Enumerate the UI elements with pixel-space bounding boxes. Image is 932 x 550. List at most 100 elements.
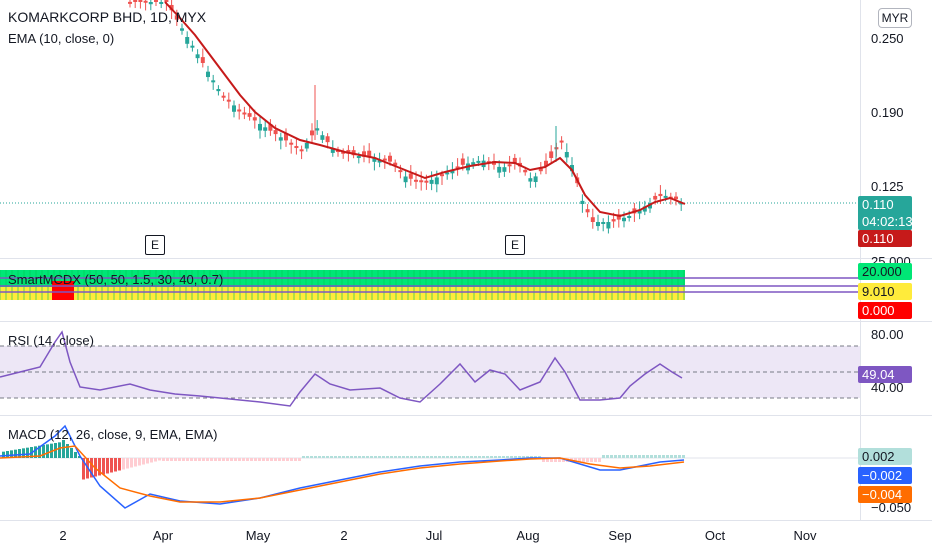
- price-candle: [216, 89, 221, 92]
- macd-histogram-bar: [482, 456, 485, 458]
- price-candle: [523, 169, 528, 173]
- macd-line-badge: −0.002: [858, 467, 912, 484]
- price-candle: [237, 109, 242, 112]
- price-tick: 0.190: [871, 105, 904, 120]
- macd-histogram-bar: [202, 458, 205, 461]
- time-label: 2: [340, 528, 348, 543]
- price-candle: [471, 162, 476, 165]
- macd-histogram-bar: [102, 458, 105, 475]
- macd-histogram-bar: [246, 458, 249, 461]
- price-candle: [356, 156, 361, 159]
- ema-legend: EMA (10, close, 0): [8, 31, 115, 46]
- macd-histogram-bar: [578, 458, 581, 462]
- price-candle: [211, 80, 216, 83]
- macd-histogram-bar: [258, 458, 261, 461]
- macd-histogram-bar: [70, 448, 73, 458]
- macd-histogram-bar: [254, 458, 257, 461]
- macd-histogram-bar: [266, 458, 269, 461]
- pane-separator[interactable]: [0, 321, 932, 322]
- price-pane[interactable]: [0, 0, 860, 258]
- macd-histogram-bar: [122, 458, 125, 470]
- macd-histogram-bar: [502, 456, 505, 458]
- time-label: Aug: [516, 528, 540, 543]
- rsi-pane[interactable]: [0, 322, 860, 415]
- macd-histogram-bar: [158, 458, 161, 461]
- macd-histogram-bar: [614, 455, 617, 458]
- macd-histogram-bar: [590, 458, 593, 462]
- pane-separator[interactable]: [0, 415, 932, 416]
- smartmcdx-value: 0.000: [858, 302, 912, 319]
- time-label: Jul: [425, 528, 443, 543]
- macd-histogram-bar: [474, 456, 477, 458]
- price-axis[interactable]: [860, 0, 932, 258]
- macd-histogram-bar: [506, 456, 509, 458]
- price-candle: [611, 219, 616, 222]
- macd-histogram-bar: [110, 458, 113, 473]
- macd-histogram-bar: [42, 445, 45, 458]
- price-candle: [544, 160, 548, 166]
- rsi-legend: RSI (14, close): [8, 333, 94, 348]
- macd-histogram-bar: [130, 458, 133, 468]
- macd-histogram-bar: [74, 452, 77, 458]
- macd-histogram-bar: [610, 455, 613, 458]
- macd-histogram-bar: [26, 447, 29, 458]
- macd-histogram-bar: [142, 458, 145, 465]
- macd-histogram-bar: [630, 455, 633, 458]
- price-candle: [512, 157, 517, 164]
- macd-histogram-bar: [358, 456, 361, 458]
- macd-histogram-bar: [518, 456, 521, 458]
- macd-histogram-bar: [78, 456, 81, 458]
- macd-histogram-bar: [550, 458, 553, 462]
- price-candle: [299, 149, 304, 152]
- price-candle: [674, 196, 678, 200]
- macd-histogram-bar: [238, 458, 241, 461]
- price-candle: [242, 112, 247, 115]
- price-candle: [315, 128, 320, 131]
- macd-histogram-bar: [522, 456, 525, 458]
- price-candle: [658, 193, 663, 197]
- smartmcdx-pane[interactable]: [0, 259, 860, 321]
- macd-histogram-bar: [98, 458, 101, 476]
- macd-histogram-bar: [402, 456, 405, 458]
- price-candle: [502, 167, 507, 172]
- macd-histogram-bar: [242, 458, 245, 461]
- macd-histogram-bar: [622, 455, 625, 458]
- price-candle: [408, 173, 413, 179]
- price-candle: [606, 222, 611, 229]
- price-candle: [310, 130, 314, 136]
- macd-histogram-bar: [306, 456, 309, 458]
- price-candle: [393, 162, 398, 166]
- price-candle: [460, 158, 465, 165]
- currency-button[interactable]: MYR: [878, 8, 912, 28]
- pane-separator[interactable]: [0, 258, 932, 259]
- price-candle: [180, 28, 184, 31]
- macd-pane[interactable]: [0, 416, 860, 520]
- countdown-value: 04:02:13: [862, 214, 913, 229]
- smartmcdx-tick: 25.000: [871, 254, 911, 264]
- price-candle: [195, 54, 200, 59]
- time-label: Sep: [608, 528, 632, 543]
- price-candle: [434, 177, 439, 185]
- price-candle: [133, 0, 138, 2]
- macd-histogram-bar: [558, 458, 561, 462]
- macd-histogram-bar: [22, 448, 25, 458]
- price-candle: [476, 160, 481, 163]
- macd-line: [0, 424, 685, 509]
- price-chart[interactable]: [0, 0, 860, 258]
- smartmcdx-value: 9.010: [858, 283, 912, 300]
- macd-histogram-bar: [126, 458, 129, 469]
- price-candle: [226, 99, 231, 102]
- smartmcdx-chart: [0, 270, 860, 300]
- time-label: Oct: [704, 528, 726, 543]
- macd-histogram-bar: [186, 458, 189, 461]
- price-candle: [247, 113, 252, 117]
- earnings-marker[interactable]: E: [505, 235, 525, 255]
- macd-histogram-bar: [226, 458, 229, 461]
- earnings-marker[interactable]: E: [145, 235, 165, 255]
- time-axis[interactable]: [0, 521, 932, 550]
- price-candle: [642, 206, 647, 212]
- macd-histogram-bar: [542, 458, 545, 462]
- price-candle: [143, 0, 148, 3]
- smartmcdx-yellow-area: [0, 287, 685, 300]
- macd-histogram-bar: [58, 442, 61, 458]
